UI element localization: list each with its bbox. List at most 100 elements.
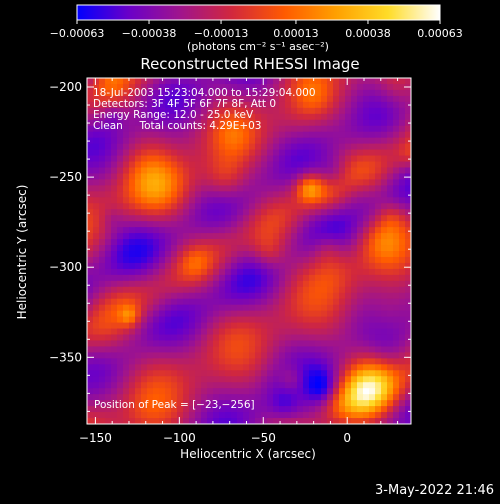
heatmap-cell	[219, 101, 226, 109]
heatmap-cell	[357, 292, 364, 300]
heatmap-cell	[327, 143, 334, 151]
heatmap-cell	[207, 370, 214, 377]
heatmap-cell	[105, 113, 112, 121]
heatmap-cell	[405, 388, 411, 395]
heatmap-cell	[111, 215, 118, 222]
heatmap-cell	[159, 304, 166, 312]
heatmap-cell	[255, 185, 262, 192]
colorbar	[76, 4, 441, 21]
heatmap-cell	[195, 185, 202, 192]
heatmap-cell	[207, 191, 214, 198]
heatmap-cell	[393, 203, 400, 210]
heatmap-cell	[207, 137, 214, 145]
heatmap-cell	[249, 95, 256, 103]
heatmap-cell	[321, 179, 328, 186]
heatmap-cell	[279, 137, 286, 145]
heatmap-cell	[399, 340, 406, 348]
heatmap-cell	[195, 191, 202, 198]
heatmap-cell	[243, 328, 250, 336]
heatmap-cell	[141, 334, 148, 342]
heatmap-cell	[381, 227, 388, 234]
heatmap-cell	[177, 364, 184, 371]
heatmap-cell	[309, 161, 316, 169]
heatmap-cell	[375, 155, 382, 163]
y-axis-label: Heliocentric Y (arcsec)	[15, 185, 29, 320]
heatmap-cell	[315, 101, 322, 109]
heatmap-cell	[303, 280, 310, 288]
heatmap-cell	[195, 388, 202, 395]
heatmap-cell	[321, 215, 328, 222]
heatmap-cell	[303, 412, 310, 419]
heatmap-cell	[111, 316, 118, 324]
heatmap-cell	[117, 370, 124, 377]
heatmap-cell	[147, 322, 154, 330]
heatmap-cell	[339, 245, 346, 252]
heatmap-cell	[297, 191, 304, 198]
heatmap-cell	[279, 394, 286, 401]
heatmap-cell	[327, 304, 334, 312]
heatmap-cell	[111, 149, 118, 157]
heatmap-cell	[237, 382, 244, 389]
heatmap-cell	[381, 304, 388, 312]
heatmap-cell	[93, 268, 100, 276]
heatmap-cell	[297, 209, 304, 216]
heatmap-cell	[219, 95, 226, 103]
heatmap-cell	[387, 412, 394, 419]
heatmap-cell	[123, 334, 130, 342]
heatmap-cell	[309, 125, 316, 133]
heatmap-cell	[357, 316, 364, 324]
heatmap-cell	[165, 262, 172, 270]
heatmap-cell	[291, 191, 298, 198]
heatmap-cell	[339, 268, 346, 276]
info-energy-range: Energy Range: 12.0 - 25.0 keV	[93, 109, 254, 121]
heatmap-cell	[99, 406, 106, 413]
heatmap-cell	[321, 143, 328, 151]
heatmap-cell	[165, 370, 172, 377]
heatmap-cell	[345, 113, 352, 121]
heatmap-cell	[177, 83, 184, 91]
heatmap-cell	[381, 388, 388, 395]
heatmap-cell	[339, 418, 346, 424]
heatmap-cell	[111, 221, 118, 228]
heatmap-cell	[291, 256, 298, 264]
heatmap-cell	[279, 233, 286, 240]
heatmap-cell	[303, 245, 310, 252]
heatmap-cell	[285, 149, 292, 157]
heatmap-cell	[351, 239, 358, 246]
heatmap-cell	[93, 239, 100, 246]
heatmap-cell	[213, 167, 220, 175]
heatmap-cell	[201, 95, 208, 103]
heatmap-cell	[297, 376, 304, 383]
heatmap-cell	[201, 346, 208, 354]
heatmap-cell	[243, 149, 250, 157]
heatmap-cell	[183, 233, 190, 240]
heatmap-cell	[147, 262, 154, 270]
heatmap-cell	[339, 394, 346, 401]
heatmap-cell	[273, 245, 280, 252]
heatmap-cell	[159, 274, 166, 282]
heatmap-cell	[315, 418, 322, 424]
heatmap-cell	[153, 227, 160, 234]
heatmap-cell	[345, 215, 352, 222]
heatmap-cell	[159, 388, 166, 395]
heatmap-cell	[339, 370, 346, 377]
heatmap-cell	[261, 179, 268, 186]
heatmap-cell	[189, 394, 196, 401]
heatmap-cell	[249, 388, 256, 395]
heatmap-cell	[123, 125, 130, 133]
heatmap-cell	[123, 364, 130, 371]
heatmap-cell	[123, 173, 130, 181]
heatmap-cell	[153, 358, 160, 365]
heatmap-cell	[393, 334, 400, 342]
heatmap-cell	[171, 298, 178, 306]
heatmap-cell	[135, 298, 142, 306]
heatmap-cell	[105, 125, 112, 133]
heatmap-cell	[99, 268, 106, 276]
heatmap-cell	[159, 376, 166, 383]
heatmap-cell	[207, 89, 214, 97]
heatmap-cell	[93, 280, 100, 288]
heatmap-cell	[297, 364, 304, 371]
heatmap-cell	[183, 251, 190, 258]
heatmap-cell	[159, 185, 166, 192]
heatmap-cell	[99, 179, 106, 186]
